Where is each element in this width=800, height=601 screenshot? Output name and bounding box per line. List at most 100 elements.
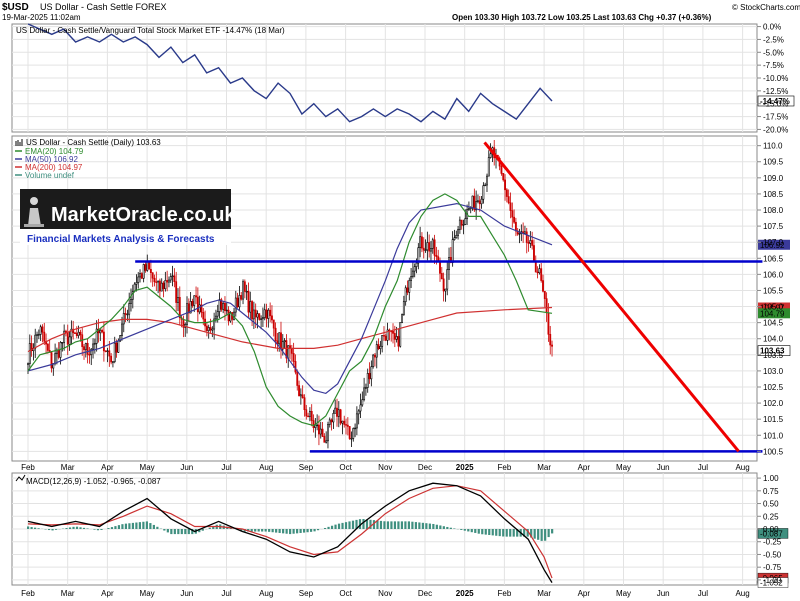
macd-histogram-bar — [250, 529, 253, 532]
macd-histogram-bar — [474, 529, 477, 533]
candle-body — [102, 331, 105, 352]
legend-entry: MA(200) 104.97 — [25, 163, 83, 172]
candle-body — [354, 427, 357, 430]
candle-body — [437, 256, 440, 262]
y-tick-label: 1.00 — [763, 474, 779, 483]
candle-body — [379, 345, 382, 350]
macd-histogram-bar — [289, 529, 292, 535]
candle-body — [511, 210, 514, 218]
candle-body — [327, 424, 329, 442]
y-tick-label: 107.5 — [763, 222, 784, 231]
candle-body — [402, 301, 405, 315]
candle-body — [392, 331, 394, 334]
candle-body — [70, 328, 73, 338]
candle-body — [307, 415, 310, 418]
candle-body — [446, 269, 449, 290]
macd-histogram-bar — [509, 529, 512, 537]
candle-body — [245, 291, 248, 293]
candle-body — [336, 407, 338, 417]
candle-body — [518, 233, 521, 235]
candle-body — [93, 343, 96, 345]
candle-body — [531, 240, 534, 246]
macd-histogram-bar — [498, 529, 501, 537]
x-tick-label: Dec — [418, 463, 432, 472]
macd-histogram-bar — [505, 529, 508, 537]
ema20-line — [27, 193, 553, 427]
macd-badge — [757, 577, 789, 588]
macd-histogram-bar — [355, 519, 358, 529]
candle-body — [90, 348, 93, 355]
x-tick-label: Mar — [61, 589, 75, 598]
macd-histogram-bar — [268, 529, 271, 532]
price-badge — [758, 239, 790, 250]
candle-body — [397, 336, 400, 347]
candle-body — [149, 268, 152, 273]
candle-body — [345, 424, 347, 426]
candle-body — [122, 313, 125, 325]
macd-histogram-bar — [128, 523, 131, 529]
macd-histogram-bar — [51, 529, 54, 531]
macd-histogram-bar — [526, 529, 529, 537]
candle-body — [312, 420, 315, 428]
y-tick-label: -15.0% — [763, 100, 788, 109]
candle-body — [108, 350, 111, 357]
y-tick-label: 102.0 — [763, 399, 784, 408]
candle-body — [292, 353, 295, 362]
x-tick-label: Dec — [418, 589, 432, 598]
macd-histogram-bar — [264, 529, 267, 532]
candle-body — [305, 409, 308, 417]
candle-body — [54, 353, 57, 364]
candle-body — [261, 317, 264, 320]
macd-histogram-bar — [481, 529, 484, 535]
candle-body — [357, 410, 360, 415]
x-tick-label: Oct — [339, 463, 352, 472]
candle-body — [148, 261, 151, 270]
y-tick-label: -0.75 — [763, 563, 782, 572]
macd-histogram-bar — [316, 529, 320, 531]
x-tick-label: Mar — [537, 589, 551, 598]
y-tick-label: 101.5 — [763, 415, 784, 424]
macd-histogram-bar — [442, 526, 445, 529]
candle-body — [157, 280, 160, 283]
candle-body — [383, 335, 385, 337]
candle-body — [30, 343, 33, 352]
macd-histogram-bar — [351, 520, 355, 529]
y-tick-label: -2.5% — [763, 35, 784, 44]
candle-body — [417, 247, 420, 264]
y-tick-label: 100.5 — [763, 447, 784, 456]
candle-body — [110, 355, 113, 363]
candle-body — [115, 342, 118, 353]
macd-badge-label: -1.052 — [760, 579, 783, 588]
candle-body — [178, 297, 181, 319]
candle-body — [169, 276, 172, 281]
legend-entry: MA(50) 106.92 — [25, 155, 78, 164]
y-tick-label: -0.25 — [763, 538, 782, 547]
candle-body — [542, 280, 544, 292]
y-tick-label: 0.00 — [763, 525, 779, 534]
x-tick-label: May — [616, 589, 631, 598]
candle-body — [140, 273, 143, 279]
x-tick-label: Feb — [498, 463, 512, 472]
candle-body — [524, 231, 526, 234]
candle-body — [196, 296, 199, 313]
candle-body — [534, 261, 537, 273]
macd-histogram-bar — [135, 522, 138, 529]
candle-body — [370, 366, 373, 380]
y-tick-label: -5.0% — [763, 48, 784, 57]
candle-body — [162, 282, 165, 290]
candle-body — [205, 325, 208, 332]
macd-histogram-bar — [229, 527, 232, 529]
candle-body — [195, 295, 197, 298]
candle-body — [489, 153, 492, 158]
macd-histogram-bar — [93, 529, 96, 530]
macd-panel: -0.087-0.965-1.052 — [27, 482, 789, 588]
x-tick-label: 2025 — [456, 589, 474, 598]
macd-histogram-bar — [376, 520, 379, 529]
candle-body — [153, 277, 156, 283]
x-tick-label: Sep — [299, 463, 314, 472]
macd-histogram-bar — [257, 529, 260, 532]
y-tick-label: 101.0 — [763, 431, 784, 440]
macd-histogram-bar — [523, 529, 526, 537]
candle-body — [325, 440, 328, 443]
price-y-axis: 110.0 109.5 109.0 108.5 108.0 107.5 107.0 106.5… — [757, 142, 784, 456]
